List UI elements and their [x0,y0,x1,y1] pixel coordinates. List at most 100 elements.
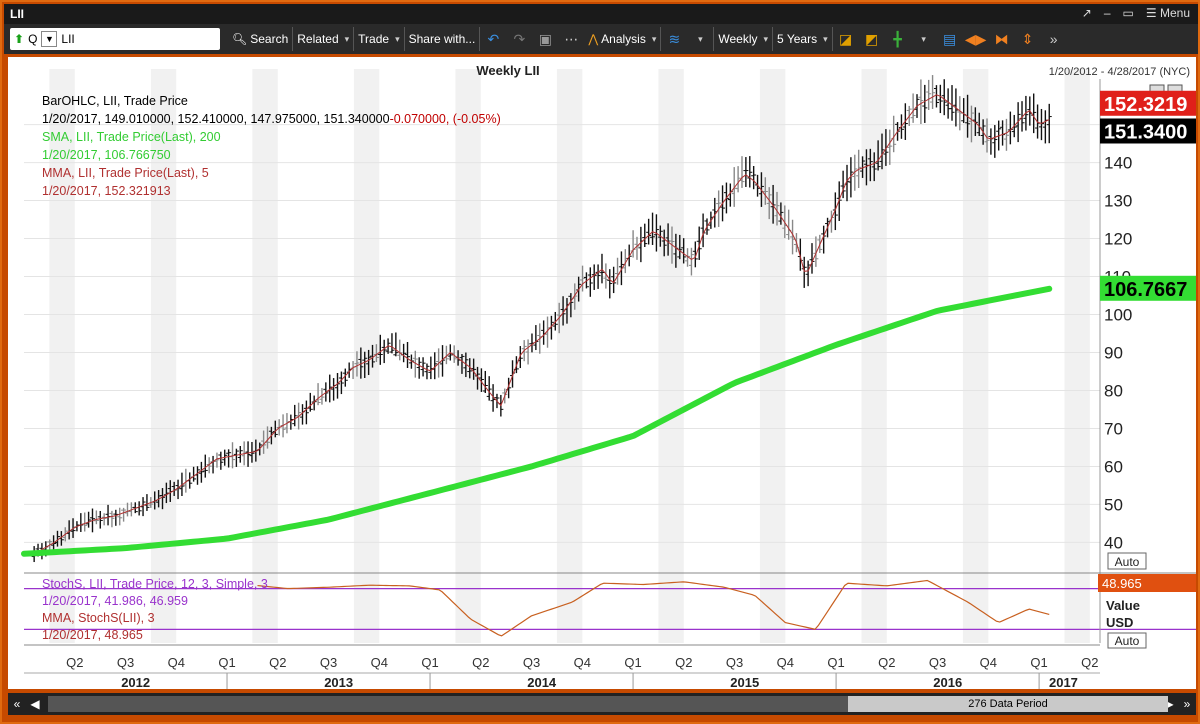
ticker-input[interactable]: LII [61,32,75,46]
y-tick-label: 120 [1104,230,1132,249]
quarter-band [252,69,278,643]
usd-label: USD [1106,615,1133,630]
chevron-down-icon: ▾ [395,33,400,44]
search-icon: 🔍︎ [232,32,248,46]
restore-icon[interactable]: ▭ [1122,6,1134,20]
line-chart-icon[interactable]: ◪ [838,30,853,47]
x-quarter-label: Q4 [777,655,794,670]
mma-line [33,94,1050,555]
ticker-type[interactable]: Q [28,32,38,46]
scroll-start-icon[interactable]: « [13,697,21,711]
related-menu[interactable]: Related ▾ [293,27,355,51]
x-year-label: 2014 [527,675,557,689]
x-quarter-label: Q3 [117,655,134,670]
x-quarter-label: Q2 [269,655,286,670]
share-menu[interactable]: Share with... [405,27,481,51]
sma-line [21,285,1053,557]
auto-button2: Auto [1115,634,1140,648]
scroll-track[interactable]: 276 Data Period [48,696,1168,712]
crosshair-dropdown-icon[interactable]: ▾ [921,33,926,44]
x-quarter-label: Q3 [929,655,946,670]
zoom-icon[interactable]: ⇕ [1021,30,1034,47]
scroll-left-icon[interactable]: ◀▶ [964,30,987,47]
chevron-down-icon: ▾ [763,33,769,44]
x-year-label: 2017 [1049,675,1078,689]
camera-icon[interactable]: ▣ [538,30,552,47]
x-quarter-label: Q4 [574,655,591,670]
studies-icon[interactable]: ≋ [668,30,681,47]
stoch-legend-line: StochS, LII, Trade Price, 12, 3, Simple,… [42,577,268,591]
price-labels: 152.3219 151.3400 106.7667 Auto 48.965 Value U… [1098,84,1196,649]
y-tick-label: 40 [1104,533,1123,552]
range-menu[interactable]: 5 Years ▾ [773,27,833,51]
x-quarter-label: Q4 [371,655,388,670]
scroll-left-icon[interactable]: ◀ [30,697,40,711]
more-icon[interactable]: » [1049,31,1058,47]
y-tick-label: 90 [1104,343,1123,362]
crosshair-icon[interactable]: ╋ [893,30,902,47]
x-year-label: 2016 [933,675,962,689]
chart-panel[interactable]: 405060708090100110120130140150Q2Q3Q4Q1Q2… [8,57,1196,689]
y-tick-label: 60 [1104,457,1123,476]
trade-menu[interactable]: Trade ▾ [354,27,405,51]
x-quarter-label: Q2 [472,655,489,670]
last-price-label-bg [1100,118,1196,144]
legend-line: 1/20/2017, 149.010000, 152.410000, 147.9… [42,112,501,126]
legend-change: -0.070000, (-0.05%) [390,112,501,126]
quarter-band [658,69,684,643]
x-quarter-label: Q3 [726,655,743,670]
toolbar: ⬆ Q ▼ LII 🔍︎ Search Related ▾ Trade ▾ Shar… [4,24,1198,54]
analysis-icon: ⋀ [588,32,599,46]
up-arrow-icon: ⬆ [14,32,25,46]
chevron-down-icon: ▾ [651,33,657,44]
minimize-icon[interactable]: – [1103,6,1111,20]
auto-button: Auto [1115,555,1140,569]
indicator-lines [21,94,1053,557]
settings-icon[interactable]: ⋯ [564,30,579,47]
undo-icon[interactable]: ↶ [487,30,500,47]
chart-title: Weekly LII [476,63,539,78]
y-tick-label: 80 [1104,381,1123,400]
stoch-label: 48.965 [1102,576,1142,591]
chevron-down-icon: ▾ [823,33,828,44]
x-quarter-label: Q4 [168,655,185,670]
y-tick-label: 130 [1104,192,1132,211]
studies-dropdown-icon[interactable]: ▾ [698,33,703,44]
period-menu[interactable]: Weekly ▾ [713,27,774,51]
x-year-label: 2013 [324,675,353,689]
quarter-band [1064,69,1090,643]
data-table-icon[interactable]: ▤ [942,30,957,47]
legend-line: BarOHLC, LII, Trade Price [42,94,188,108]
x-quarter-label: Q1 [1030,655,1047,670]
auto-button2-bg [1107,632,1147,649]
chart-style-icon[interactable]: ◩ [864,30,879,47]
y-tick-label: 140 [1104,154,1132,173]
ticker-box[interactable]: ⬆ Q ▼ LII [10,28,220,50]
scroll-end-icon[interactable]: » [1183,697,1191,711]
gridlines [24,124,1100,543]
time-scrollbar[interactable]: « ◀ 276 Data Period ▶ » [8,693,1196,715]
ohlc-bars [31,75,1052,563]
legend-line: MMA, LII, Trade Price(Last), 5 [42,166,209,180]
redo-icon[interactable]: ↷ [513,30,526,47]
date-range: 1/20/2012 - 4/28/2017 (NYC) [1049,66,1190,78]
legend-line: SMA, LII, Trade Price(Last), 200 [42,130,221,144]
x-year-label: 2012 [121,675,150,689]
legend-line: 1/20/2017, 106.766750 [42,148,171,162]
chart-svg[interactable]: 405060708090100110120130140150Q2Q3Q4Q1Q2… [8,57,1196,689]
stoch-legend-line: MMA, StochS(LII), 3 [42,611,155,625]
analysis-menu[interactable]: ⋀ Analysis ▾ [584,27,662,51]
sma-price-label-bg [1100,275,1196,301]
scroll-thumb[interactable]: 276 Data Period [848,696,1168,712]
x-quarter-label: Q3 [523,655,540,670]
ticker-dropdown-icon[interactable]: ▼ [41,31,58,47]
fit-icon[interactable]: ⧓ [994,30,1009,47]
last-price-label: 151.3400 [1104,121,1187,143]
sma-price-label: 106.7667 [1104,279,1187,301]
scroll-right-icon[interactable]: ▶ [1164,697,1174,711]
quarter-band [556,69,583,643]
search-button[interactable]: 🔍︎ Search [228,27,294,51]
pin-icon[interactable]: ↗ [1081,6,1092,20]
y-tick-label: 50 [1104,495,1123,514]
menu-button[interactable]: ☰ Menu [1145,6,1190,20]
